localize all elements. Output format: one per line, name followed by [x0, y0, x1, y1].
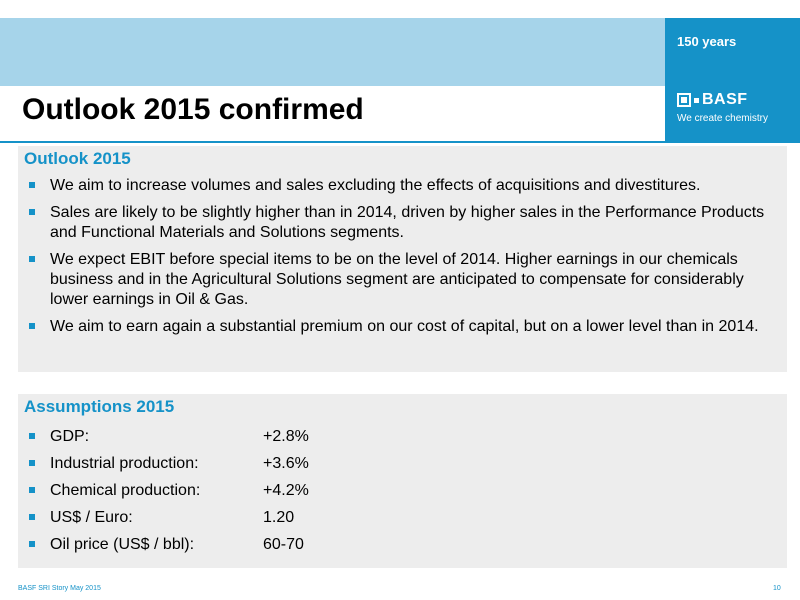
bullet-icon: [29, 514, 35, 520]
anniversary-label: 150 years: [677, 34, 737, 49]
assumption-value: +2.8%: [263, 428, 309, 445]
assumption-value: +3.6%: [263, 455, 309, 472]
assumption-label: Chemical production:: [50, 482, 201, 499]
list-item: We expect EBIT before special items to b…: [18, 250, 778, 310]
assumption-label: GDP:: [50, 428, 90, 445]
outlook-item-text: We expect EBIT before special items to b…: [50, 251, 744, 308]
basf-logo: BASF: [677, 91, 748, 108]
assumption-value: 60-70: [263, 536, 304, 553]
assumption-value: +4.2%: [263, 482, 309, 499]
list-item: Sales are likely to be slightly higher t…: [18, 203, 778, 243]
logo-dot-icon: [694, 97, 699, 103]
list-item: We aim to increase volumes and sales exc…: [18, 176, 778, 196]
assumption-label: Industrial production:: [50, 455, 199, 472]
assumptions-box: Assumptions 2015 GDP: +2.8% Industrial p…: [18, 394, 787, 568]
page-title: Outlook 2015 confirmed: [22, 93, 364, 126]
outlook-heading: Outlook 2015: [24, 149, 131, 168]
page-number: 10: [773, 585, 781, 592]
logo-text: BASF: [702, 91, 748, 108]
bullet-icon: [29, 209, 35, 215]
assumptions-heading: Assumptions 2015: [24, 397, 175, 416]
outlook-list: We aim to increase volumes and sales exc…: [18, 176, 778, 344]
bullet-icon: [29, 433, 35, 439]
bullet-icon: [29, 256, 35, 262]
bullet-icon: [29, 541, 35, 547]
bullet-icon: [29, 487, 35, 493]
list-item: We aim to earn again a substantial premi…: [18, 317, 778, 337]
assumption-label: Oil price (US$ / bbl):: [50, 536, 195, 553]
header-band: [0, 18, 665, 86]
outlook-item-text: We aim to earn again a substantial premi…: [50, 318, 759, 335]
brand-panel: 150 years BASF We create chemistry: [665, 18, 800, 141]
bullet-icon: [29, 182, 35, 188]
bullet-icon: [29, 323, 35, 329]
bullet-icon: [29, 460, 35, 466]
outlook-box: Outlook 2015 We aim to increase volumes …: [18, 146, 787, 372]
footer-text: BASF SRI Story May 2015: [18, 585, 101, 592]
basf-logo-mark-icon: [677, 93, 691, 107]
title-divider: [0, 141, 800, 143]
tagline: We create chemistry: [677, 113, 768, 124]
assumption-value: 1.20: [263, 509, 295, 526]
assumption-label: US$ / Euro:: [50, 509, 133, 526]
outlook-item-text: We aim to increase volumes and sales exc…: [50, 177, 701, 194]
outlook-item-text: Sales are likely to be slightly higher t…: [50, 204, 765, 241]
